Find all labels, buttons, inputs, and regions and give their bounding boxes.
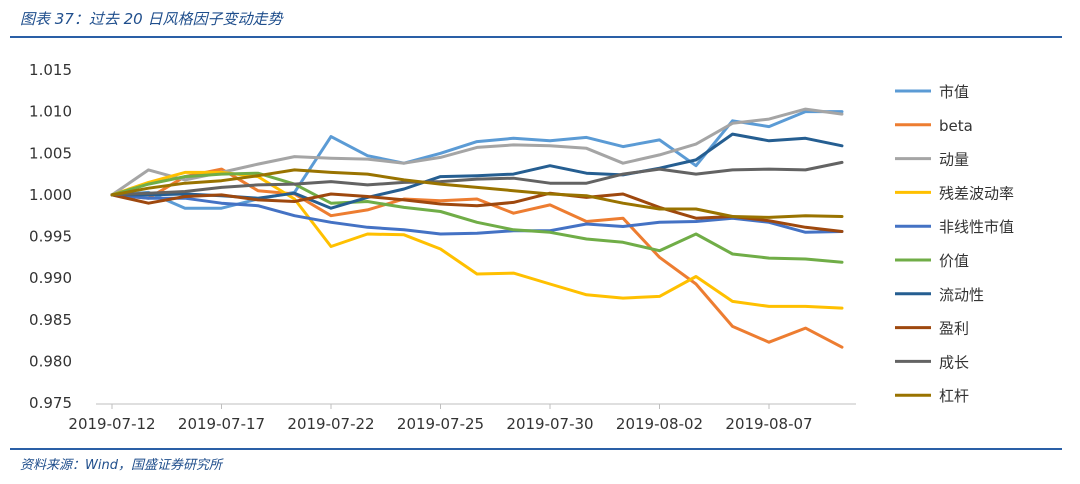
x-axis: 2019-07-12 2019-07-17 2019-07-22 2019-07-25… [68, 403, 856, 433]
legend-label: 市值 [939, 83, 969, 101]
x-tick-label: 2019-08-02 [616, 415, 703, 433]
series-line-5 [110, 171, 844, 264]
figure-title: 图表 37：过去 20 日风格因子变动走势 [20, 10, 283, 28]
series-line-8 [110, 160, 844, 197]
legend-label: 成长 [939, 353, 969, 371]
legend-label: 杠杆 [939, 387, 969, 405]
top-divider [10, 36, 1062, 38]
plot-lines [110, 107, 844, 349]
x-tick-label: 2019-07-12 [68, 415, 155, 433]
series-line-9 [110, 168, 844, 219]
x-tick-label: 2019-07-30 [506, 415, 593, 433]
legend-label: 流动性 [939, 286, 984, 304]
series-line-4 [110, 193, 844, 236]
series-line-2 [110, 107, 844, 197]
y-tick-label: 1.005 [29, 144, 72, 162]
y-tick-label: 0.990 [29, 269, 72, 287]
legend-label: 盈利 [939, 320, 969, 338]
source-note: 资料来源：Wind，国盛证券研究所 [20, 458, 222, 473]
legend-label: 价值 [939, 252, 969, 270]
legend-label: 非线性市值 [939, 218, 1014, 236]
y-tick-label: 1.010 [29, 103, 72, 121]
y-tick-label: 0.980 [29, 352, 72, 370]
series-line-1 [110, 167, 844, 349]
x-tick-label: 2019-08-07 [725, 415, 812, 433]
series-line-7 [110, 191, 844, 233]
x-tick-label: 2019-07-22 [287, 415, 374, 433]
y-tick-label: 0.995 [29, 228, 72, 246]
x-tick-label: 2019-07-25 [397, 415, 484, 433]
y-tick-label: 0.985 [29, 311, 72, 329]
y-tick-label: 0.975 [29, 394, 72, 412]
legend-label: 残差波动率 [939, 184, 1014, 202]
y-tick-label: 1.015 [29, 61, 72, 79]
legend-label: beta [939, 117, 973, 135]
y-axis: 0.975 0.980 0.985 0.990 0.995 1.000 1.005 1.010… [29, 61, 72, 412]
legend-label: 动量 [939, 151, 969, 169]
bottom-divider [10, 448, 1062, 450]
x-tick-label: 2019-07-17 [178, 415, 265, 433]
series-line-3 [110, 170, 844, 310]
y-tick-label: 1.000 [29, 186, 72, 204]
